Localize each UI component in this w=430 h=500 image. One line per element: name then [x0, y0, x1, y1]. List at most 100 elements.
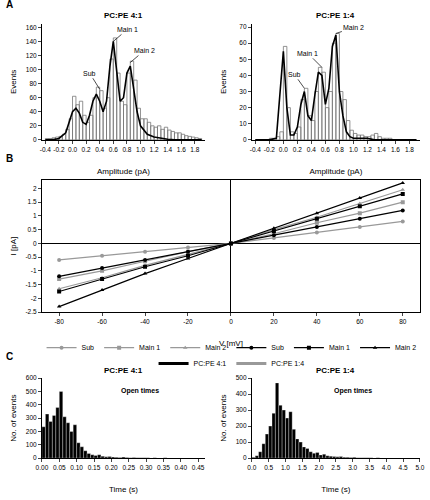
- svg-text:100: 100: [26, 66, 37, 73]
- svg-text:300: 300: [236, 406, 247, 413]
- svg-text:1.4: 1.4: [377, 146, 386, 153]
- svg-text:1.5: 1.5: [28, 198, 37, 205]
- svg-text:Amplitude (pA): Amplitude (pA): [309, 167, 362, 176]
- svg-text:PC:PE 4:1: PC:PE 4:1: [104, 11, 143, 20]
- svg-text:Events: Events: [219, 70, 228, 94]
- svg-text:10: 10: [239, 120, 247, 127]
- svg-text:Sub: Sub: [288, 71, 301, 78]
- svg-text:0.4: 0.4: [307, 146, 316, 153]
- svg-text:0.40: 0.40: [174, 464, 187, 471]
- svg-text:-20: -20: [183, 318, 193, 325]
- svg-text:400: 400: [236, 390, 247, 397]
- svg-text:0.25: 0.25: [122, 464, 135, 471]
- svg-text:1.8: 1.8: [405, 146, 414, 153]
- svg-text:20: 20: [29, 122, 37, 129]
- svg-text:Sub: Sub: [83, 70, 96, 77]
- svg-text:Main 1: Main 1: [117, 26, 138, 33]
- svg-text:PC:PE 4:1: PC:PE 4:1: [194, 360, 227, 367]
- svg-text:-60: -60: [97, 318, 107, 325]
- svg-text:A: A: [6, 0, 13, 10]
- svg-text:60: 60: [239, 39, 247, 46]
- svg-text:0: 0: [243, 136, 247, 143]
- svg-text:200: 200: [26, 428, 37, 435]
- svg-text:0: 0: [33, 136, 37, 143]
- svg-text:1.2: 1.2: [363, 146, 372, 153]
- svg-text:60: 60: [356, 318, 364, 325]
- svg-text:No. of events: No. of events: [9, 395, 18, 442]
- svg-text:-0.5: -0.5: [25, 253, 37, 260]
- svg-text:0: 0: [33, 454, 37, 461]
- svg-text:-40: -40: [140, 318, 150, 325]
- svg-text:0.30: 0.30: [140, 464, 153, 471]
- svg-text:-80: -80: [54, 318, 64, 325]
- svg-text:0.00: 0.00: [36, 464, 49, 471]
- svg-text:0.8: 0.8: [335, 146, 344, 153]
- svg-text:-2.5: -2.5: [25, 308, 37, 315]
- svg-text:2.5: 2.5: [331, 464, 340, 471]
- svg-text:3.0: 3.0: [348, 464, 357, 471]
- svg-text:0.0: 0.0: [68, 146, 77, 153]
- svg-text:1.6: 1.6: [177, 146, 186, 153]
- svg-text:Events: Events: [9, 70, 18, 94]
- svg-text:80: 80: [29, 80, 37, 87]
- svg-text:120: 120: [26, 52, 37, 59]
- svg-text:40: 40: [29, 108, 37, 115]
- svg-text:Main 2: Main 2: [205, 344, 226, 351]
- svg-text:Main 2: Main 2: [134, 47, 155, 54]
- svg-text:100: 100: [236, 438, 247, 445]
- svg-text:300: 300: [26, 414, 37, 421]
- svg-text:0.6: 0.6: [109, 146, 118, 153]
- svg-text:1.4: 1.4: [163, 146, 172, 153]
- svg-text:5.0: 5.0: [415, 464, 424, 471]
- svg-text:Main 1: Main 1: [139, 344, 160, 351]
- svg-text:2.0: 2.0: [315, 464, 324, 471]
- svg-text:Main 2: Main 2: [395, 344, 416, 351]
- svg-text:1.0: 1.0: [349, 146, 358, 153]
- svg-text:50: 50: [239, 56, 247, 63]
- svg-text:3.5: 3.5: [365, 464, 374, 471]
- svg-text:Time (s): Time (s): [321, 485, 350, 494]
- svg-text:40: 40: [239, 72, 247, 79]
- svg-text:4.0: 4.0: [382, 464, 391, 471]
- svg-text:0.5: 0.5: [264, 464, 273, 471]
- svg-text:PC:PE 4:1: PC:PE 4:1: [104, 366, 143, 375]
- svg-text:70: 70: [239, 23, 247, 30]
- svg-text:Open times: Open times: [121, 387, 159, 395]
- svg-text:0.45: 0.45: [192, 464, 205, 471]
- svg-text:40: 40: [313, 318, 321, 325]
- svg-text:Main 1: Main 1: [329, 344, 350, 351]
- svg-text:0.0: 0.0: [279, 146, 288, 153]
- svg-text:1.2: 1.2: [150, 146, 159, 153]
- svg-text:Main 1: Main 1: [297, 50, 318, 57]
- svg-text:V [mV]: V [mV]: [219, 339, 243, 348]
- svg-text:80: 80: [399, 318, 407, 325]
- svg-text:0.8: 0.8: [122, 146, 131, 153]
- svg-text:0.15: 0.15: [88, 464, 101, 471]
- svg-text:160: 160: [26, 24, 37, 31]
- svg-text:0.2: 0.2: [82, 146, 91, 153]
- svg-text:0.05: 0.05: [53, 464, 66, 471]
- svg-text:1.0: 1.0: [136, 146, 145, 153]
- svg-text:200: 200: [236, 422, 247, 429]
- svg-text:-0.4: -0.4: [40, 146, 52, 153]
- svg-text:Sub: Sub: [82, 344, 95, 351]
- svg-text:4.5: 4.5: [399, 464, 408, 471]
- svg-text:-0.2: -0.2: [53, 146, 65, 153]
- svg-text:Time (s): Time (s): [109, 485, 138, 494]
- svg-text:PC:PE 1:4: PC:PE 1:4: [271, 360, 304, 367]
- svg-text:C: C: [6, 351, 13, 362]
- svg-text:PC:PE 1:4: PC:PE 1:4: [316, 11, 355, 20]
- svg-text:2: 2: [33, 185, 37, 192]
- svg-text:-2: -2: [31, 295, 37, 302]
- svg-text:0.5: 0.5: [28, 226, 37, 233]
- svg-text:Main 2: Main 2: [343, 24, 364, 31]
- svg-text:Open times: Open times: [334, 387, 372, 395]
- svg-text:0.4: 0.4: [95, 146, 104, 153]
- svg-text:-1.5: -1.5: [25, 281, 37, 288]
- svg-text:-0.4: -0.4: [250, 146, 262, 153]
- svg-text:0.20: 0.20: [105, 464, 118, 471]
- svg-text:1.6: 1.6: [391, 146, 400, 153]
- svg-text:PC:PE 1:4: PC:PE 1:4: [316, 366, 355, 375]
- svg-text:500: 500: [26, 388, 37, 395]
- svg-text:0.6: 0.6: [321, 146, 330, 153]
